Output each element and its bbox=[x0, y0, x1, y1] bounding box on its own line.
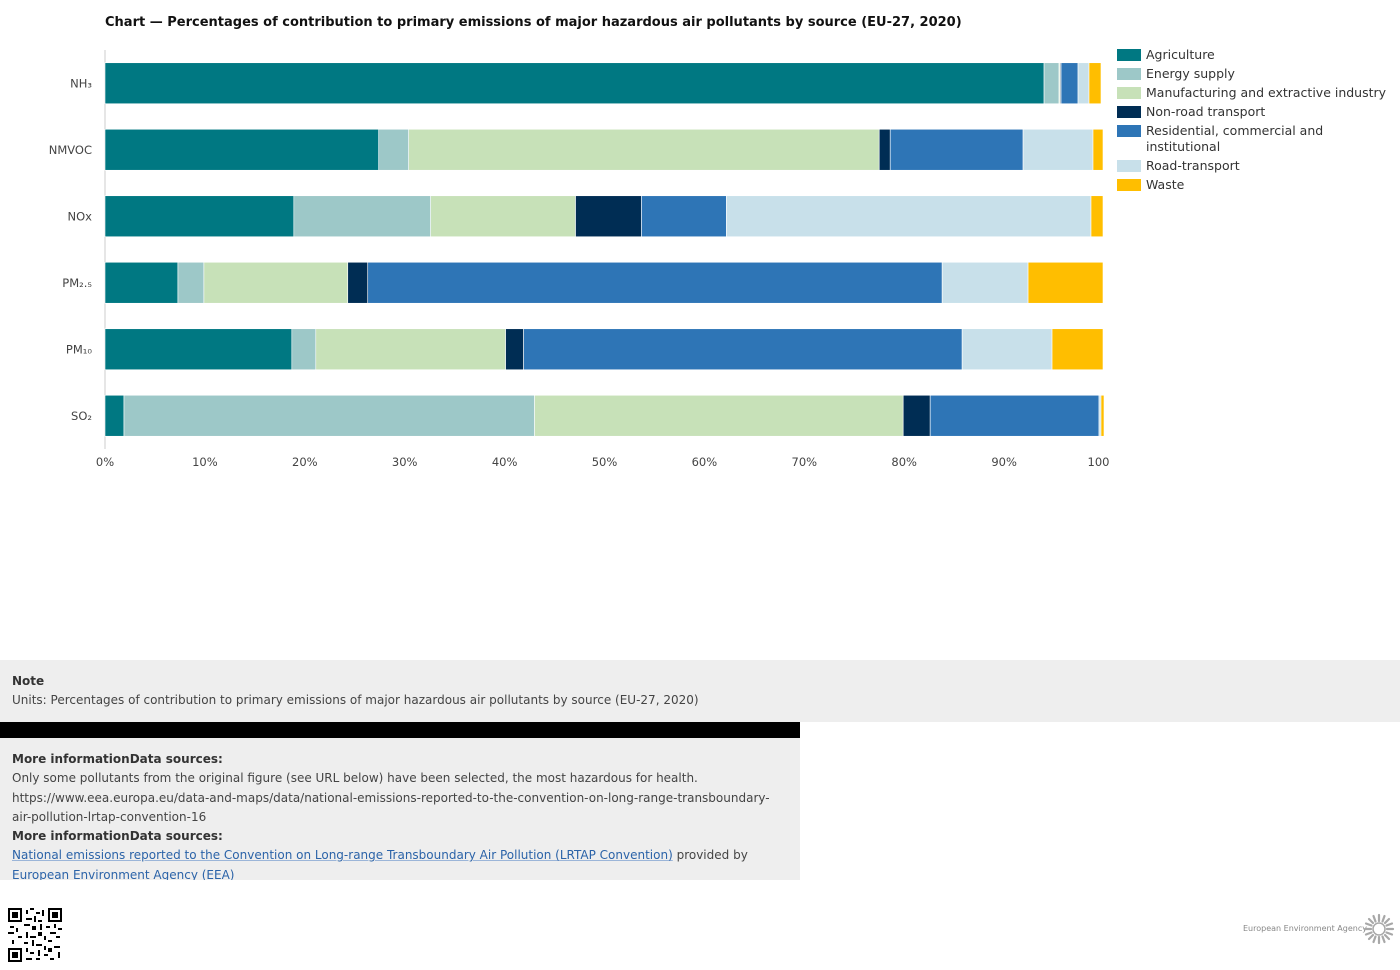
bar-segment[interactable] bbox=[1043, 62, 1060, 105]
bar-segment[interactable] bbox=[641, 195, 727, 238]
x-tick-label: 100% bbox=[1088, 455, 1110, 469]
provided-by-text: provided by bbox=[672, 848, 748, 863]
x-tick-label: 90% bbox=[991, 455, 1017, 469]
note-title: Note bbox=[12, 674, 45, 688]
category-label: PM₁₀ bbox=[66, 342, 92, 356]
x-tick-label: 40% bbox=[492, 455, 518, 469]
legend-swatch bbox=[1117, 49, 1141, 61]
legend-label: Non-road transport bbox=[1146, 104, 1266, 119]
legend-item[interactable]: Non-road transport bbox=[1117, 104, 1392, 120]
bar-segment[interactable] bbox=[902, 394, 931, 437]
bar-segment[interactable] bbox=[961, 328, 1053, 371]
eea-sun-icon bbox=[1363, 913, 1395, 945]
legend-swatch bbox=[1117, 179, 1141, 191]
bar-segment[interactable] bbox=[1022, 128, 1094, 171]
bar-segment[interactable] bbox=[1027, 261, 1104, 304]
bar-segment[interactable] bbox=[534, 394, 904, 437]
category-label: NOx bbox=[68, 209, 93, 223]
legend-swatch bbox=[1117, 160, 1141, 172]
x-tick-label: 60% bbox=[692, 455, 718, 469]
bar-segment[interactable] bbox=[378, 128, 409, 171]
bar-segment[interactable] bbox=[889, 128, 1024, 171]
bar-segment[interactable] bbox=[104, 195, 295, 238]
category-label: SO₂ bbox=[71, 409, 92, 423]
x-tick-label: 50% bbox=[592, 455, 618, 469]
data-sources-heading: More informationData sources: bbox=[12, 829, 223, 844]
bar-segment[interactable] bbox=[1060, 62, 1079, 105]
bar-segment[interactable] bbox=[104, 128, 380, 171]
bar-segment[interactable] bbox=[123, 394, 535, 437]
bar-segment[interactable] bbox=[1051, 328, 1104, 371]
x-tick-label: 10% bbox=[192, 455, 218, 469]
more-info-panel: More informationData sources: Only some … bbox=[0, 738, 800, 880]
bar-segment[interactable] bbox=[293, 195, 431, 238]
bar-segment[interactable] bbox=[430, 195, 576, 238]
chart-legend: Agriculture Energy supply Manufacturing an… bbox=[1117, 47, 1392, 196]
legend-label: Waste bbox=[1146, 177, 1185, 192]
legend-label: Manufacturing and extractive industry bbox=[1146, 85, 1387, 100]
bar-segment[interactable] bbox=[203, 261, 349, 304]
legend-label: Energy supply bbox=[1146, 66, 1235, 81]
x-tick-label: 20% bbox=[292, 455, 318, 469]
x-tick-label: 30% bbox=[392, 455, 418, 469]
legend-item[interactable]: Energy supply bbox=[1117, 66, 1392, 82]
bar-segment[interactable] bbox=[177, 261, 205, 304]
bar-segment[interactable] bbox=[1088, 62, 1102, 105]
legend-label: Road-transport bbox=[1146, 158, 1240, 173]
legend-swatch bbox=[1117, 106, 1141, 118]
bar-segment[interactable] bbox=[1077, 62, 1090, 105]
more-info-text: Only some pollutants from the original f… bbox=[12, 771, 698, 786]
chart-title: Chart — Percentages of contribution to p… bbox=[105, 15, 962, 30]
qr-code-icon bbox=[8, 908, 62, 962]
bar-segment[interactable] bbox=[929, 394, 1100, 437]
eea-logo-text: European Environment Agency bbox=[1243, 924, 1367, 933]
bar-segment[interactable] bbox=[523, 328, 963, 371]
bar-segment[interactable] bbox=[367, 261, 943, 304]
x-tick-label: 70% bbox=[792, 455, 818, 469]
bar-segment[interactable] bbox=[347, 261, 369, 304]
legend-item[interactable]: Residential, commercial and institutiona… bbox=[1117, 123, 1392, 155]
x-tick-label: 80% bbox=[891, 455, 917, 469]
more-info-heading: More informationData sources: bbox=[12, 752, 223, 766]
bar-segment[interactable] bbox=[1090, 195, 1104, 238]
x-tick-label: 0% bbox=[96, 455, 114, 469]
bar-segment[interactable] bbox=[575, 195, 642, 238]
bar-segment[interactable] bbox=[104, 62, 1045, 105]
legend-item[interactable]: Waste bbox=[1117, 177, 1392, 193]
bar-segment[interactable] bbox=[408, 128, 880, 171]
legend-item[interactable]: Manufacturing and extractive industry bbox=[1117, 85, 1392, 101]
legend-item[interactable]: Road-transport bbox=[1117, 158, 1392, 174]
bar-segment[interactable] bbox=[1092, 128, 1104, 171]
data-source-line: National emissions reported to the Conve… bbox=[12, 846, 772, 880]
bar-segment[interactable] bbox=[291, 328, 317, 371]
legend-label: Agriculture bbox=[1146, 47, 1215, 62]
eea-provider-link[interactable]: European Environment Agency (EEA) bbox=[12, 867, 235, 880]
bar-segment[interactable] bbox=[104, 328, 293, 371]
bar-segment[interactable] bbox=[104, 261, 179, 304]
bar-segment[interactable] bbox=[941, 261, 1029, 304]
bar-segment[interactable] bbox=[505, 328, 524, 371]
bar-segment[interactable] bbox=[878, 128, 891, 171]
bar-segment[interactable] bbox=[1100, 394, 1105, 437]
stacked-bar-chart: NH₃ NMVOC NOx PM₂.₅ PM₁₀ SO₂ 0% 10% 20% 30% 40% 50%… bbox=[49, 50, 1110, 469]
lrtap-source-link[interactable]: National emissions reported to the Conve… bbox=[12, 848, 673, 863]
bar-segment[interactable] bbox=[726, 195, 1092, 238]
note-text: Units: Percentages of contribution to pr… bbox=[12, 693, 699, 707]
legend-swatch bbox=[1117, 125, 1141, 137]
legend-item[interactable]: Agriculture bbox=[1117, 47, 1392, 63]
category-label: NMVOC bbox=[49, 143, 92, 157]
bar-segment[interactable] bbox=[104, 394, 125, 437]
category-label: NH₃ bbox=[70, 76, 92, 90]
note-panel: Note Units: Percentages of contribution … bbox=[0, 660, 1400, 722]
legend-swatch bbox=[1117, 87, 1141, 99]
legend-label: Residential, commercial and institutiona… bbox=[1146, 123, 1324, 154]
category-label: PM₂.₅ bbox=[62, 276, 92, 290]
divider-bar bbox=[0, 722, 800, 738]
source-url: https://www.eea.europa.eu/data-and-maps/… bbox=[12, 790, 770, 824]
legend-swatch bbox=[1117, 68, 1141, 80]
bar-segment[interactable] bbox=[315, 328, 506, 371]
eea-logo[interactable]: European Environment Agency bbox=[1243, 913, 1398, 945]
